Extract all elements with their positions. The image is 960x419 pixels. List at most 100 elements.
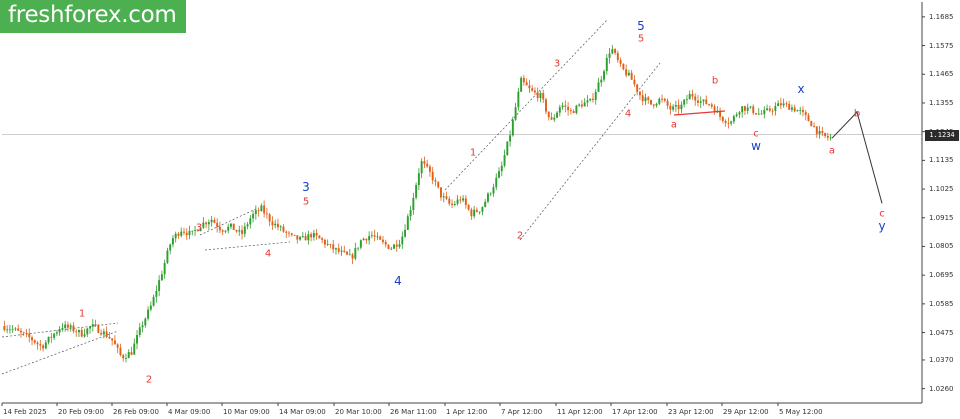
candle-body [265,213,268,215]
y-tick-label: 1.1025 [929,185,954,194]
candle-body [614,49,617,54]
candle-body [741,106,744,113]
candle-body [149,305,152,310]
candle-body [779,103,782,106]
candle-body [674,104,677,107]
candle-body [230,223,232,227]
candle-body [163,262,166,275]
candle-body [738,112,741,115]
candle-body [332,244,335,250]
candle-body [111,338,114,341]
candle-body [224,230,227,232]
candle-body [69,325,72,328]
candle-body [365,238,368,241]
candle-body [395,244,398,247]
channel-line [444,19,608,191]
candle-body [398,244,401,247]
candle-body [824,133,827,136]
candle-body [241,230,243,234]
candle-body [724,120,727,123]
candle-body [536,92,539,98]
candle-body [453,203,456,206]
x-tick-label: 5 May 12:00 [779,408,823,416]
candle-body [125,358,127,359]
candle-body [288,232,290,234]
candle-body [586,100,589,103]
candle-body [194,230,197,232]
candle-body [802,110,804,113]
candle-body [183,231,185,233]
candle-body [326,244,329,245]
candle-body [431,171,434,181]
candle-body [608,53,611,58]
candle-body [221,230,224,232]
candle-body [547,111,550,118]
x-tick-label: 10 Mar 09:00 [223,408,270,416]
candle-body [387,244,390,249]
candle-body [788,103,791,110]
candle-body [113,340,116,345]
candle-body [3,326,6,331]
candle-body [760,113,763,115]
candle-body [735,114,738,117]
candle-body [379,236,382,240]
price-candles [3,44,832,363]
wave-label: 3 [553,58,561,70]
candle-body [36,342,39,345]
wave-label: c [753,128,759,140]
candle-body [185,232,188,236]
candle-body [727,122,730,124]
candle-body [821,131,824,134]
candle-body [663,98,666,101]
x-tick-label: 17 Apr 12:00 [612,408,658,416]
candle-body [299,236,302,240]
candle-body [285,231,288,233]
candle-body [246,224,249,227]
candle-body [705,99,708,105]
support-line [673,110,726,116]
candle-body [66,324,69,328]
candle-body [33,340,36,343]
trend-channels [1,19,661,375]
wave-label: x [797,82,805,96]
candle-body [404,229,407,237]
candle-body [484,201,487,207]
candle-body [567,106,570,111]
y-tick-label: 1.0915 [929,213,954,222]
candle-body [652,104,655,106]
candle-body [553,117,556,120]
wave-label: 1 [469,147,477,159]
candle-body [243,226,246,234]
candle-body [697,100,699,103]
wave-label: 3 [195,222,203,234]
candle-body [191,230,194,232]
candle-body [616,53,619,61]
wave-label: 2 [516,230,524,242]
candle-body [766,108,769,110]
candle-body [713,106,716,113]
candle-body [232,223,235,231]
wave-label: 2 [145,374,153,386]
candle-body [569,110,572,112]
candle-body [318,235,321,239]
candle-body [147,309,150,319]
channel-line [519,62,661,241]
candle-body [506,141,509,156]
candle-body [799,110,802,111]
candle-body [6,329,9,331]
candle-body [597,82,600,92]
candle-body [8,329,11,331]
candle-body [622,63,625,70]
wave-label: a [828,145,836,157]
candle-body [658,98,661,104]
candle-body [448,198,451,204]
candle-body [755,113,757,115]
candle-body [672,106,675,110]
candle-body [437,181,440,188]
candle-body [119,347,122,356]
candle-body [312,233,315,238]
wave-label: w [751,139,761,153]
candle-body [25,332,28,334]
candle-body [492,187,495,194]
candle-body [321,238,324,240]
